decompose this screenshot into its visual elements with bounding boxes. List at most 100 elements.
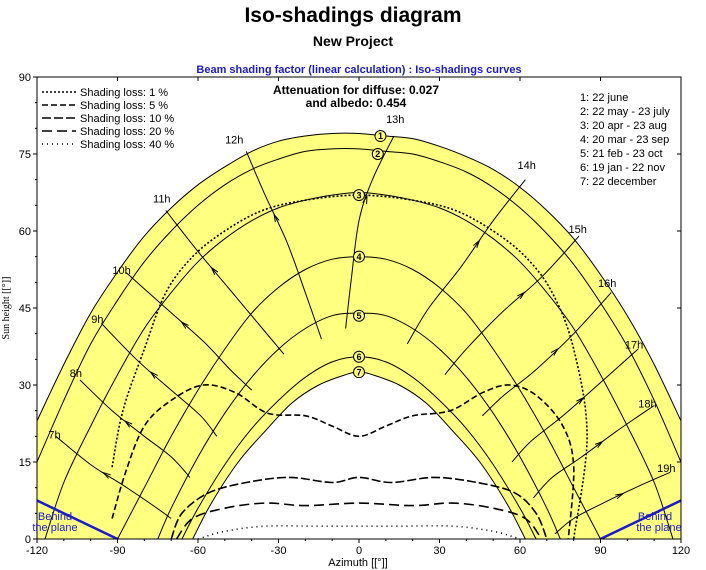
hour-line-9h bbox=[101, 323, 218, 437]
hour-label-8h: 8h bbox=[70, 368, 82, 380]
x-tick-label: 30 bbox=[433, 545, 445, 557]
x-tick-label: -60 bbox=[190, 545, 206, 557]
date-marker-6 bbox=[353, 350, 365, 363]
date-legend-entry-6: 7: 22 december bbox=[580, 176, 657, 188]
hour-line-18h bbox=[533, 405, 655, 499]
date-marker-label-1: 1 bbox=[378, 131, 383, 141]
date-legend-entry-5: 6: 19 jan - 22 nov bbox=[580, 162, 666, 174]
hour-arrow-10h bbox=[180, 320, 189, 329]
date-marker-7 bbox=[353, 366, 365, 379]
hour-line-19h bbox=[554, 471, 671, 535]
y-tick-label: 45 bbox=[19, 303, 31, 315]
date-marker-label-6: 6 bbox=[356, 352, 361, 362]
x-axis-label: Azimuth [[°]] bbox=[328, 557, 387, 569]
behind-plane-line-1 bbox=[599, 499, 681, 539]
albedo-annotation: and albedo: 0.454 bbox=[306, 96, 407, 110]
y-axis-label: Sun height [[°]] bbox=[1, 277, 12, 340]
hour-line-13h bbox=[345, 135, 395, 329]
y-tick-label: 0 bbox=[25, 534, 31, 546]
behind-plane-line-0 bbox=[37, 499, 119, 539]
date-marker-4 bbox=[353, 250, 365, 263]
date-marker-label-3: 3 bbox=[356, 190, 361, 200]
date-legend-entry-4: 5: 21 feb - 23 oct bbox=[580, 148, 663, 160]
y-tick-label: 15 bbox=[19, 457, 31, 469]
hour-label-17h: 17h bbox=[625, 340, 643, 352]
hour-arrow-16h bbox=[550, 347, 560, 356]
hour-arrow-8h bbox=[123, 419, 133, 428]
legend-entry-4: Shading loss: 40 % bbox=[80, 139, 174, 151]
date-marker-2 bbox=[371, 148, 384, 160]
hour-line-16h bbox=[482, 292, 612, 417]
x-tick-label: 120 bbox=[672, 545, 690, 557]
iso-curve-5 bbox=[111, 383, 575, 539]
x-tick-label: -120 bbox=[26, 545, 48, 557]
behind-plane-right-line2: the plane bbox=[636, 522, 681, 534]
hour-arrow-15h bbox=[517, 291, 526, 300]
hour-arrow-13h bbox=[362, 194, 368, 205]
hour-line-14h bbox=[406, 179, 526, 345]
date-legend-entry-2: 3: 20 apr - 23 aug bbox=[580, 120, 667, 132]
hour-arrow-19h bbox=[615, 492, 625, 500]
date-legend-entry-1: 2: 22 may - 23 july bbox=[580, 106, 670, 118]
iso-curve-20 bbox=[175, 502, 543, 539]
hour-label-9h: 9h bbox=[91, 314, 103, 326]
hour-line-17h bbox=[511, 348, 639, 463]
hour-label-18h: 18h bbox=[638, 399, 656, 411]
iso-curve-40 bbox=[197, 525, 521, 539]
hour-label-15h: 15h bbox=[569, 224, 587, 236]
hour-line-12h bbox=[245, 151, 322, 339]
hour-label-7h: 7h bbox=[48, 429, 60, 441]
x-tick-label: -30 bbox=[271, 545, 287, 557]
y-tick-label: 30 bbox=[19, 380, 31, 392]
hour-arrow-12h bbox=[273, 212, 280, 223]
date-marker-label-5: 5 bbox=[356, 311, 361, 321]
hour-label-12h: 12h bbox=[225, 134, 243, 146]
date-marker-1 bbox=[374, 130, 387, 143]
x-tick-label: 60 bbox=[514, 545, 526, 557]
hour-line-15h bbox=[444, 235, 580, 376]
y-tick-label: 60 bbox=[19, 226, 31, 238]
behind-plane-left-line1: Behind bbox=[38, 511, 72, 523]
hour-label-14h: 14h bbox=[518, 160, 536, 172]
hour-arrow-18h bbox=[594, 440, 604, 449]
hour-line-7h bbox=[55, 435, 172, 519]
iso-curve-1 bbox=[111, 194, 588, 539]
x-tick-label: 90 bbox=[594, 545, 606, 557]
date-marker-label-7: 7 bbox=[356, 367, 361, 377]
date-legend-entry-3: 4: 20 mar - 23 sep bbox=[580, 134, 669, 146]
legend-entry-1: Shading loss: 5 % bbox=[80, 100, 168, 112]
date-legend-entry-0: 1: 22 june bbox=[580, 92, 628, 104]
x-tick-label: 0 bbox=[356, 545, 362, 557]
hour-line-11h bbox=[165, 210, 285, 355]
date-marker-5 bbox=[353, 309, 365, 322]
chart-title: Beam shading factor (linear calculation)… bbox=[196, 64, 521, 76]
project-subtitle: New Project bbox=[312, 33, 394, 49]
diagram-title: Iso-shadings diagram bbox=[244, 4, 462, 27]
legend-entry-2: Shading loss: 10 % bbox=[80, 113, 174, 125]
hour-label-11h: 11h bbox=[153, 193, 171, 205]
hour-label-10h: 10h bbox=[112, 265, 130, 277]
y-tick-label: 75 bbox=[19, 149, 31, 161]
y-tick-label: 90 bbox=[19, 72, 31, 84]
iso-curve-10 bbox=[170, 476, 548, 539]
sun-region-fill bbox=[37, 133, 681, 539]
legend-entry-3: Shading loss: 20 % bbox=[80, 126, 174, 138]
hour-arrow-14h bbox=[473, 239, 481, 248]
date-marker-label-2: 2 bbox=[375, 149, 380, 159]
hour-arrow-7h bbox=[101, 471, 111, 479]
legend-entry-0: Shading loss: 1 % bbox=[80, 87, 168, 99]
hour-arrow-11h bbox=[210, 266, 219, 275]
hour-label-13h: 13h bbox=[386, 114, 404, 126]
date-marker-label-4: 4 bbox=[356, 252, 361, 262]
hour-line-8h bbox=[79, 379, 191, 478]
hour-line-10h bbox=[125, 271, 253, 391]
behind-plane-left-line2: the plane bbox=[32, 522, 77, 534]
sun-path-1 bbox=[37, 132, 681, 422]
hour-label-19h: 19h bbox=[657, 463, 675, 475]
x-tick-label: -90 bbox=[110, 545, 126, 557]
sun-path-2 bbox=[37, 148, 681, 463]
hour-label-16h: 16h bbox=[598, 278, 616, 290]
diffuse-attenuation-annotation: Attenuation for diffuse: 0.027 bbox=[273, 83, 439, 97]
behind-plane-right-line1: Behind bbox=[638, 511, 672, 523]
